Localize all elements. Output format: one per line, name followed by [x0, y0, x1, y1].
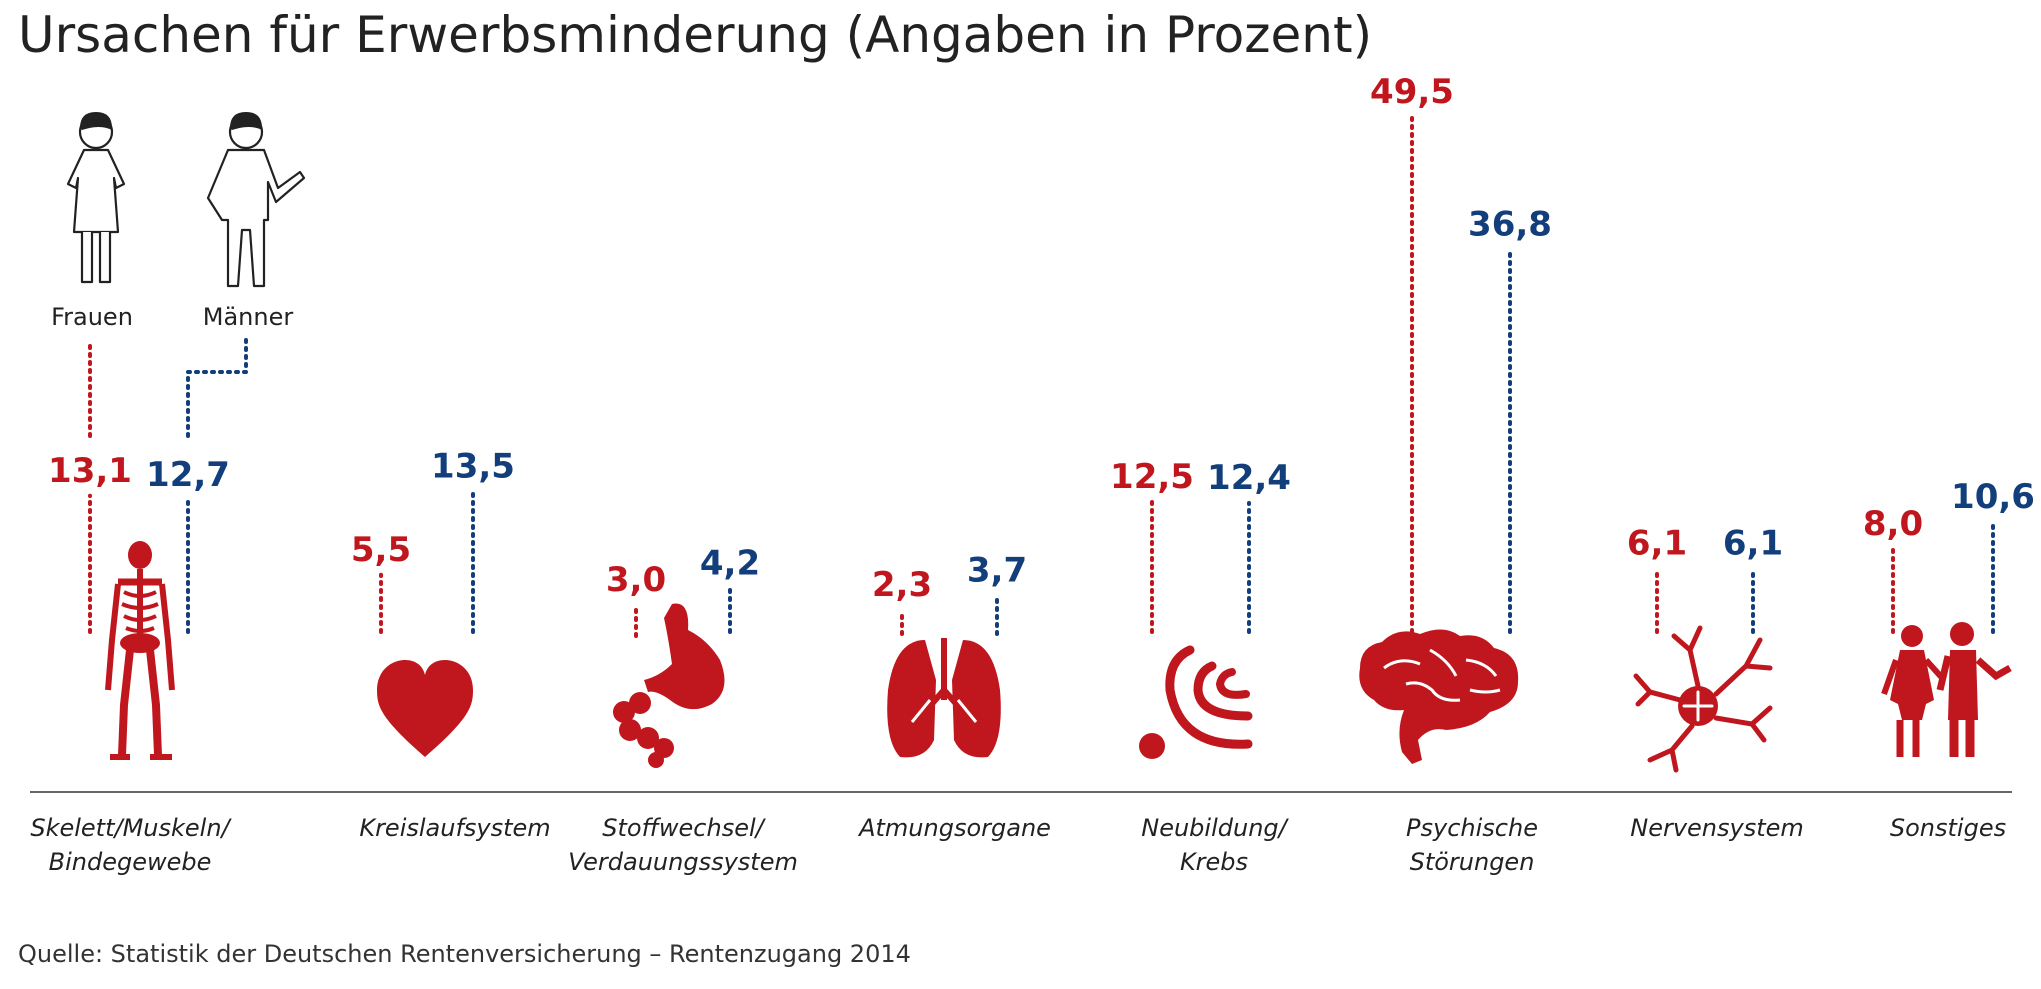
value-label-maenner-4: 12,4 [1207, 458, 1291, 498]
legend: Frauen Männer [51, 112, 306, 331]
chart-marks: 13,1 5,5 3,0 2,3 12,5 49,5 6,1 8,0 12,7 13,5 4,2 3,… [48, 72, 2035, 638]
man-icon [206, 112, 306, 288]
heart-icon [377, 660, 473, 757]
legend-label-frauen: Frauen [51, 303, 133, 331]
value-label-frauen-1: 5,5 [351, 530, 411, 570]
category-label-6-0: Nervensystem [1630, 814, 1804, 842]
value-label-frauen-0: 13,1 [48, 451, 132, 491]
value-label-maenner-1: 13,5 [431, 447, 515, 487]
value-label-frauen-7: 8,0 [1863, 504, 1923, 544]
people-icon [1881, 622, 2012, 757]
category-label-0-0: Skelett/Muskeln/ [30, 814, 232, 842]
category-label-0-1: Bindegewebe [49, 848, 212, 876]
neuron-icon [1633, 625, 1773, 773]
category-label-2-0: Stoffwechsel/ [602, 814, 766, 842]
legend-connector-maenner [186, 338, 248, 444]
value-label-frauen-4: 12,5 [1110, 457, 1194, 497]
value-label-maenner-2: 4,2 [700, 543, 760, 583]
value-label-frauen-2: 3,0 [606, 560, 666, 600]
category-label-5-0: Psychische [1406, 814, 1538, 842]
category-label-2-1: Verdauungssystem [568, 848, 798, 876]
stomach-icon [613, 603, 725, 768]
category-label-5-1: Störungen [1410, 848, 1535, 876]
value-label-frauen-3: 2,3 [872, 565, 932, 605]
category-label-4-0: Neubildung/ [1141, 814, 1289, 842]
value-label-maenner-7: 10,6 [1951, 477, 2035, 517]
brain-icon [1359, 629, 1519, 764]
chart-title: Ursachen für Erwerbsminderung (Angaben i… [18, 6, 1373, 64]
woman-icon [66, 112, 126, 284]
category-label-4-1: Krebs [1180, 848, 1248, 876]
skeleton-icon [105, 541, 175, 760]
category-label-1-0: Kreislaufsystem [359, 814, 550, 842]
value-label-maenner-6: 6,1 [1723, 524, 1783, 564]
value-label-frauen-6: 6,1 [1627, 524, 1687, 564]
value-label-frauen-5: 49,5 [1370, 72, 1454, 112]
tumor-icon [1139, 645, 1253, 759]
category-label-7-0: Sonstiges [1890, 814, 2006, 842]
category-label-3-0: Atmungsorgane [857, 814, 1051, 842]
legend-label-maenner: Männer [203, 303, 294, 331]
lungs-icon [887, 638, 1001, 758]
source-note: Quelle: Statistik der Deutschen Rentenve… [18, 940, 911, 968]
value-label-maenner-3: 3,7 [967, 551, 1027, 591]
category-labels: Skelett/Muskeln/Bindegewebe Kreislaufsyst… [30, 814, 2006, 876]
value-label-maenner-5: 36,8 [1468, 204, 1552, 244]
value-label-maenner-0: 12,7 [146, 455, 230, 495]
